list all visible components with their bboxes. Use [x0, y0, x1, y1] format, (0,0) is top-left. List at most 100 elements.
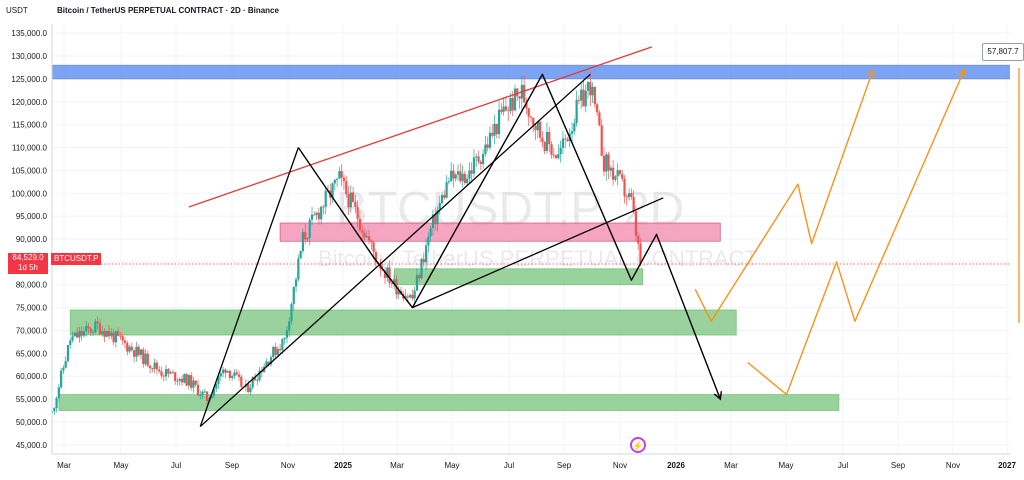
candle-body [388, 267, 391, 284]
candle-body [482, 153, 485, 165]
candle-body [340, 171, 343, 178]
candle-body [431, 214, 435, 229]
x-tick-label: Nov [281, 461, 295, 470]
candle-body [320, 206, 323, 220]
x-tick-label: May [444, 461, 459, 470]
candle-body [602, 155, 606, 172]
candle-body [618, 170, 622, 175]
candle-body [123, 340, 127, 343]
candle-body [69, 340, 72, 345]
y-tick-label: 125,000.0 [11, 75, 47, 84]
black-trendline [412, 197, 664, 309]
candle-body [251, 377, 254, 388]
candle-body [345, 181, 348, 195]
candle-body [470, 170, 473, 174]
candle-body [507, 110, 510, 112]
candle-body [584, 90, 587, 107]
candle-body [98, 323, 101, 335]
candle-body [144, 353, 147, 365]
candle-body [477, 156, 480, 162]
candle-body [612, 167, 615, 180]
candle-body [463, 173, 466, 184]
candle-body [456, 171, 460, 175]
candle-body [459, 171, 462, 182]
candle-body [82, 331, 86, 336]
candle-body [85, 326, 88, 332]
candle-body [580, 89, 583, 101]
lightning-icon[interactable]: ⚡ [630, 437, 646, 453]
candle-body [627, 193, 631, 197]
candle-body [73, 332, 76, 337]
candle-body [516, 88, 519, 97]
candle-countdown: 1d 5h [17, 263, 39, 272]
candle-body [554, 155, 558, 159]
candle-body [62, 367, 65, 371]
pink-zone [279, 222, 721, 242]
candle-body [133, 350, 136, 357]
y-tick-label: 90,000.0 [16, 235, 48, 244]
candle-body [543, 142, 546, 151]
candle-body [393, 279, 396, 284]
orange-arrowhead [957, 68, 966, 78]
candle-body [87, 326, 90, 329]
candle-body [413, 290, 416, 299]
y-tick-label: 135,000.0 [11, 29, 47, 38]
x-tick-label: Mar [57, 461, 71, 470]
candle-body [534, 125, 537, 131]
y-tick-label: 130,000.0 [11, 52, 47, 61]
candle-body [75, 332, 79, 338]
candle-body [322, 206, 325, 208]
x-tick-label: 2025 [334, 461, 352, 470]
candle-body [605, 154, 608, 172]
candle-body [274, 346, 277, 356]
candle-body [142, 349, 145, 365]
candle-body [443, 194, 446, 198]
candle-body [570, 131, 574, 134]
candle-body [390, 283, 393, 284]
green-zone [69, 309, 737, 336]
candle-body [440, 194, 444, 204]
candle-body [383, 270, 387, 278]
candle-body [577, 99, 580, 101]
candle-body [162, 375, 165, 377]
candle-body [356, 206, 359, 219]
y-tick-label: 115,000.0 [12, 121, 48, 130]
candle-body [527, 108, 530, 117]
candle-body [438, 203, 441, 211]
y-tick-label: 95,000.0 [16, 212, 48, 221]
candle-body [94, 321, 97, 333]
candle-body [511, 98, 514, 111]
candle-body [342, 177, 346, 182]
candle-body [317, 212, 320, 220]
candle-body [105, 330, 108, 337]
candle-body [598, 112, 601, 126]
candle-body [386, 267, 389, 278]
candle-body [454, 174, 457, 179]
candle-body [586, 82, 590, 91]
candle-body [215, 383, 218, 389]
candle-body [292, 286, 295, 304]
currency-label: USDT [6, 6, 28, 15]
candle-body [351, 192, 355, 202]
candle-body [484, 144, 487, 154]
candle-body [349, 192, 352, 208]
candle-body [224, 369, 227, 373]
candle-body [310, 214, 314, 220]
candle-body [559, 147, 562, 155]
candle-body [525, 102, 528, 109]
candle-body [552, 155, 555, 156]
candle-body [488, 132, 492, 148]
candle-body [153, 362, 156, 369]
candle-body [461, 173, 464, 182]
candle-body [493, 123, 496, 136]
candle-body [447, 181, 450, 183]
candle-body [630, 193, 633, 197]
candle-body [226, 370, 229, 373]
x-tick-label: May [778, 461, 793, 470]
candle-body [315, 212, 318, 215]
candle-body [418, 275, 421, 279]
candle-body [258, 370, 261, 381]
candle-body [231, 375, 234, 378]
